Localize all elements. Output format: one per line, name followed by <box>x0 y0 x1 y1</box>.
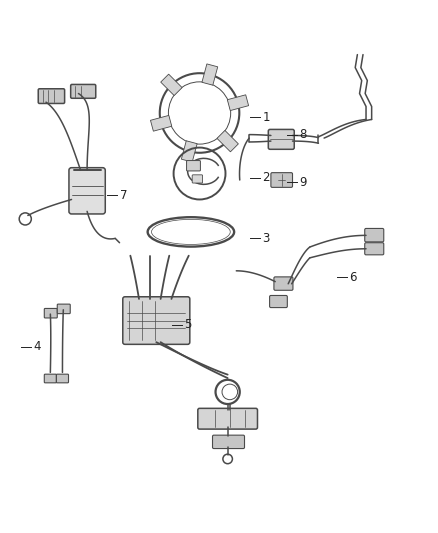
FancyBboxPatch shape <box>123 297 190 344</box>
Polygon shape <box>202 64 218 85</box>
Polygon shape <box>227 95 249 110</box>
Text: 7: 7 <box>120 189 127 201</box>
FancyBboxPatch shape <box>192 175 202 183</box>
FancyBboxPatch shape <box>38 89 65 103</box>
FancyBboxPatch shape <box>187 160 201 171</box>
Polygon shape <box>217 131 238 152</box>
FancyBboxPatch shape <box>44 309 57 318</box>
FancyBboxPatch shape <box>274 277 293 290</box>
Polygon shape <box>161 74 182 95</box>
Text: 1: 1 <box>262 111 270 124</box>
Text: 4: 4 <box>33 340 41 353</box>
Text: 9: 9 <box>299 176 307 189</box>
FancyBboxPatch shape <box>71 84 96 98</box>
FancyBboxPatch shape <box>268 130 294 149</box>
FancyBboxPatch shape <box>57 304 70 313</box>
FancyBboxPatch shape <box>198 408 258 429</box>
Text: 6: 6 <box>349 271 356 284</box>
Text: 8: 8 <box>299 128 306 141</box>
FancyBboxPatch shape <box>365 243 384 255</box>
FancyBboxPatch shape <box>57 374 68 383</box>
Text: 5: 5 <box>184 318 192 332</box>
Polygon shape <box>181 141 197 162</box>
Text: 2: 2 <box>262 171 270 184</box>
FancyBboxPatch shape <box>44 374 57 383</box>
FancyBboxPatch shape <box>365 229 384 242</box>
FancyBboxPatch shape <box>69 168 105 214</box>
FancyBboxPatch shape <box>271 173 293 188</box>
FancyBboxPatch shape <box>212 435 244 449</box>
Text: 3: 3 <box>262 232 270 245</box>
Polygon shape <box>151 115 172 131</box>
FancyBboxPatch shape <box>270 295 287 308</box>
